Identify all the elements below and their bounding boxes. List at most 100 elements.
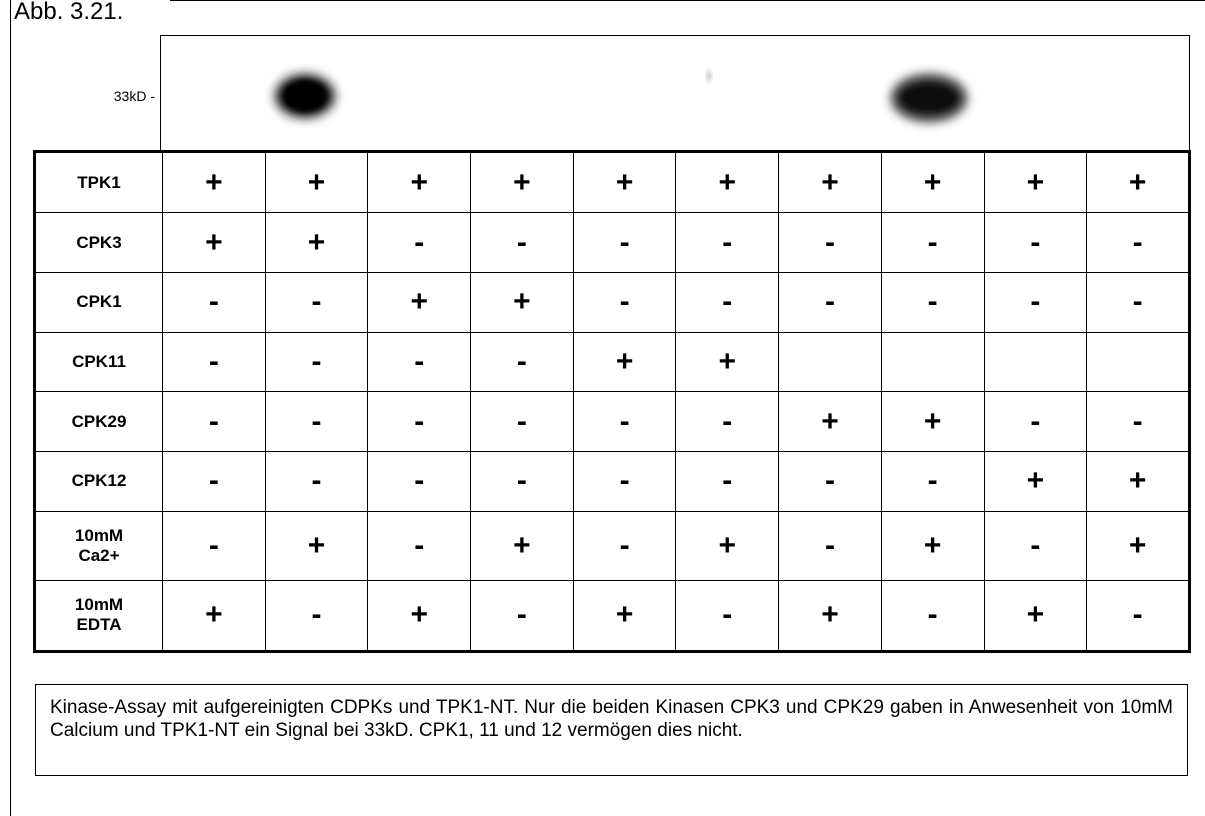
cell: +	[779, 152, 882, 213]
row-label: CPK1	[35, 272, 163, 332]
cell: -	[265, 580, 368, 651]
cell: -	[471, 451, 574, 511]
cell: +	[676, 152, 779, 213]
table-row: CPK3++--------	[35, 213, 1190, 273]
cell: +	[471, 511, 574, 580]
cell: -	[265, 451, 368, 511]
table-row: 10mM EDTA+-+-+-+-+-	[35, 580, 1190, 651]
table-row: CPK12--------++	[35, 451, 1190, 511]
speck	[707, 70, 711, 82]
cell: -	[676, 272, 779, 332]
cell: -	[163, 511, 266, 580]
cell: +	[471, 152, 574, 213]
cell: +	[1087, 451, 1190, 511]
row-label: CPK29	[35, 392, 163, 452]
table-row: CPK11----++	[35, 332, 1190, 392]
band-core	[283, 80, 327, 112]
row-label: CPK3	[35, 213, 163, 273]
cell: -	[573, 392, 676, 452]
cell: +	[265, 152, 368, 213]
table-row: TPK1++++++++++	[35, 152, 1190, 213]
size-marker: 33kD -	[60, 88, 155, 104]
cell: -	[163, 272, 266, 332]
row-label: TPK1	[35, 152, 163, 213]
caption: Kinase-Assay mit aufgereinigten CDPKs un…	[35, 684, 1188, 776]
row-label: CPK12	[35, 451, 163, 511]
table-row: 10mM Ca2+-+-+-+-+-+	[35, 511, 1190, 580]
cell: -	[881, 213, 984, 273]
cell: -	[1087, 392, 1190, 452]
cell: +	[1087, 511, 1190, 580]
cell: -	[163, 392, 266, 452]
cell: +	[368, 272, 471, 332]
cell: +	[984, 451, 1087, 511]
cell: -	[676, 580, 779, 651]
cell: -	[779, 451, 882, 511]
cell: +	[881, 152, 984, 213]
cell: -	[265, 332, 368, 392]
cell: +	[984, 152, 1087, 213]
cell: -	[573, 272, 676, 332]
row-label: CPK11	[35, 332, 163, 392]
cell: -	[676, 392, 779, 452]
cell: -	[471, 213, 574, 273]
cell: +	[471, 272, 574, 332]
cell: -	[471, 392, 574, 452]
cell: -	[881, 272, 984, 332]
cell: -	[1087, 272, 1190, 332]
cell: -	[265, 272, 368, 332]
cell: +	[676, 511, 779, 580]
row-label: 10mM EDTA	[35, 580, 163, 651]
frame-rule	[170, 0, 1205, 1]
cell: -	[676, 213, 779, 273]
table-row: CPK1--++------	[35, 272, 1190, 332]
cell: -	[573, 451, 676, 511]
band-core	[901, 84, 957, 112]
cell: -	[1087, 213, 1190, 273]
cell: -	[471, 332, 574, 392]
cell: -	[881, 451, 984, 511]
cell: -	[881, 580, 984, 651]
cell: +	[265, 511, 368, 580]
cell: -	[368, 451, 471, 511]
cell: +	[881, 392, 984, 452]
cell: +	[573, 332, 676, 392]
assay-table: TPK1++++++++++CPK3++--------CPK1--++----…	[33, 150, 1191, 653]
cell: +	[368, 152, 471, 213]
cell: +	[163, 580, 266, 651]
cell: +	[368, 580, 471, 651]
empty-cell	[1087, 332, 1190, 392]
cell: -	[163, 332, 266, 392]
page: Abb. 3.21. 33kD - TPK1++++++++++CPK3++--…	[0, 0, 1205, 816]
cell: +	[163, 152, 266, 213]
cell: +	[676, 332, 779, 392]
cell: +	[779, 392, 882, 452]
cell: -	[368, 213, 471, 273]
cell: -	[163, 451, 266, 511]
cell: -	[368, 511, 471, 580]
cell: -	[779, 272, 882, 332]
empty-cell	[881, 332, 984, 392]
empty-cell	[779, 332, 882, 392]
figure-label: Abb. 3.21.	[14, 0, 127, 26]
cell: -	[984, 272, 1087, 332]
cell: -	[573, 511, 676, 580]
row-label: 10mM Ca2+	[35, 511, 163, 580]
cell: +	[779, 580, 882, 651]
cell: +	[573, 152, 676, 213]
cell: -	[984, 213, 1087, 273]
cell: -	[368, 392, 471, 452]
cell: +	[573, 580, 676, 651]
cell: +	[881, 511, 984, 580]
cell: -	[471, 580, 574, 651]
cell: -	[368, 332, 471, 392]
cell: -	[984, 511, 1087, 580]
cell: -	[779, 213, 882, 273]
cell: +	[1087, 152, 1190, 213]
cell: -	[573, 213, 676, 273]
cell: -	[265, 392, 368, 452]
cell: +	[984, 580, 1087, 651]
blot-bands	[161, 36, 1191, 153]
cell: +	[265, 213, 368, 273]
cell: -	[984, 392, 1087, 452]
